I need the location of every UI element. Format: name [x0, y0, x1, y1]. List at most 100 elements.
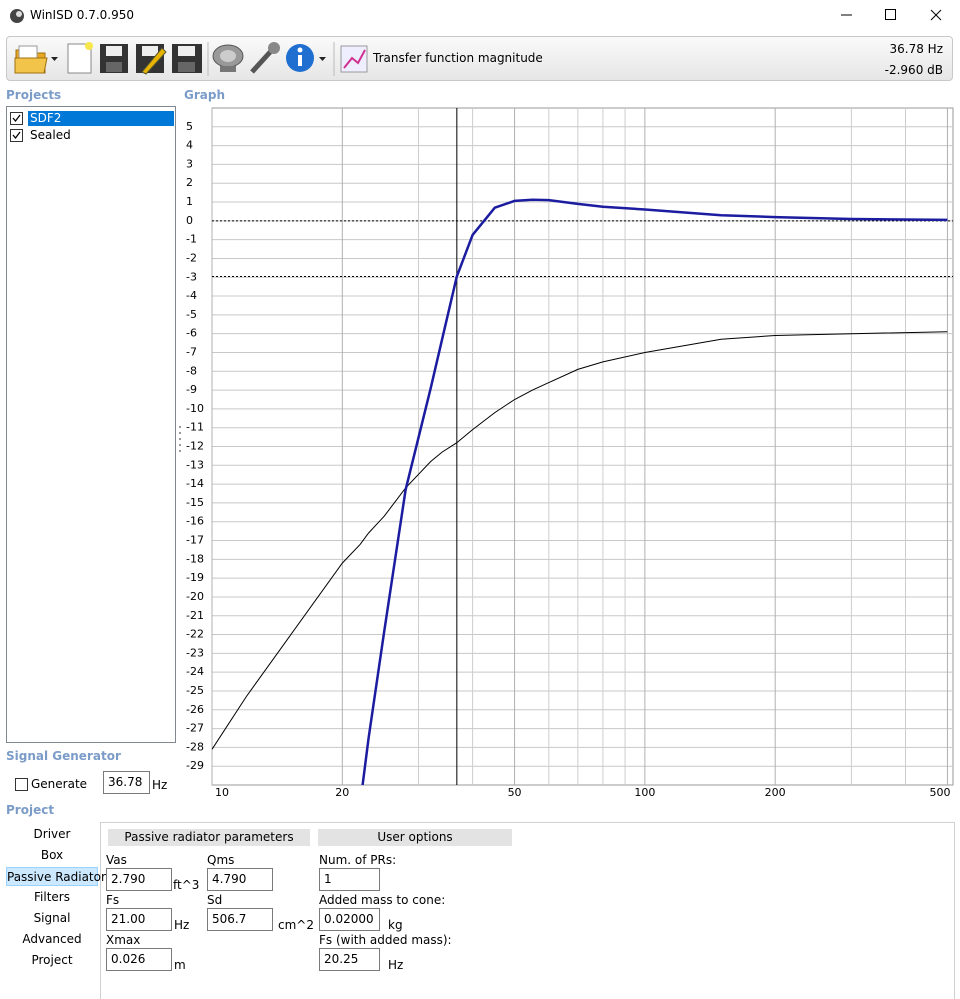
- x-tick-label: 50: [508, 786, 522, 799]
- y-tick-label: -6: [186, 327, 197, 340]
- toolbar-icons: [14, 42, 368, 76]
- field-label: Vas: [106, 853, 127, 867]
- series-line: [361, 198, 948, 785]
- project-panel: [100, 822, 955, 999]
- y-tick-label: -8: [186, 364, 197, 377]
- y-tick-label: -25: [186, 684, 204, 697]
- frequency-unit: Hz: [152, 778, 168, 792]
- field-input[interactable]: 20.25: [319, 948, 380, 971]
- y-tick-label: -22: [186, 628, 204, 641]
- y-tick-label: -19: [186, 571, 204, 584]
- nav-item[interactable]: Filters: [34, 890, 70, 904]
- y-tick-label: -9: [186, 383, 197, 396]
- field-input[interactable]: 2.790: [106, 868, 172, 891]
- project-item[interactable]: Sealed: [30, 128, 71, 142]
- cursor-frequency: 36.78 Hz: [889, 42, 944, 56]
- series-line: [212, 331, 948, 750]
- x-tick-label: 20: [335, 786, 349, 799]
- field-label: Num. of PRs:: [319, 853, 397, 867]
- field-input[interactable]: 0.026: [106, 948, 172, 971]
- y-tick-label: -18: [186, 552, 204, 565]
- y-tick-label: -29: [186, 759, 204, 772]
- project-checkbox[interactable]: [10, 129, 23, 142]
- y-tick-label: -21: [186, 609, 204, 622]
- field-unit: Hz: [388, 958, 404, 972]
- field-input[interactable]: 1: [319, 868, 380, 891]
- nav-item[interactable]: Project: [31, 953, 73, 967]
- field-input[interactable]: 21.00: [106, 908, 172, 931]
- y-tick-label: -27: [186, 722, 204, 735]
- project-item-selected[interactable]: SDF2: [28, 111, 174, 126]
- y-tick-label: -7: [186, 345, 197, 358]
- field-unit: kg: [388, 918, 403, 932]
- user-header: User options: [318, 829, 512, 846]
- new-button[interactable]: [67, 42, 93, 74]
- field-unit: ft^3: [173, 878, 200, 892]
- generate-label[interactable]: Generate: [31, 777, 88, 791]
- nav-item-selected[interactable]: Passive Radiator: [6, 867, 106, 886]
- splitter-grip: [179, 426, 181, 452]
- y-tick-label: -5: [186, 308, 197, 321]
- window-controls[interactable]: [830, 0, 960, 30]
- app-icon: [10, 9, 24, 23]
- generate-checkbox[interactable]: [15, 778, 28, 791]
- info-dropdown[interactable]: [319, 57, 326, 61]
- field-unit: cm^2: [278, 918, 314, 932]
- maximize[interactable]: [885, 9, 896, 20]
- y-tick-label: -3: [186, 270, 197, 283]
- graph-type-button[interactable]: [340, 45, 368, 73]
- y-tick-label: -10: [186, 402, 204, 415]
- x-tick-label: 100: [634, 786, 655, 799]
- y-tick-label: 1: [186, 195, 193, 208]
- y-tick-label: -13: [186, 458, 204, 471]
- y-tick-label: -26: [186, 703, 204, 716]
- save-all-button[interactable]: [172, 44, 202, 73]
- open-dropdown[interactable]: [51, 57, 58, 61]
- field-label: Qms: [207, 853, 235, 867]
- y-tick-label: -1: [186, 233, 197, 246]
- frequency-input[interactable]: 36.78: [103, 771, 150, 794]
- field-label: Xmax: [106, 933, 141, 947]
- y-tick-label: -11: [186, 421, 204, 434]
- y-tick-label: -24: [186, 665, 204, 678]
- project-checkbox[interactable]: [10, 112, 23, 125]
- close[interactable]: [930, 9, 942, 21]
- open-button[interactable]: [14, 45, 48, 74]
- y-tick-label: -15: [186, 496, 204, 509]
- tools-button[interactable]: [250, 42, 280, 74]
- driver-button[interactable]: [212, 44, 244, 72]
- field-input[interactable]: 0.02000: [319, 908, 380, 931]
- nav-item[interactable]: Advanced: [22, 932, 82, 946]
- y-tick-label: 0: [186, 214, 193, 227]
- field-input[interactable]: 506.7: [207, 908, 273, 931]
- y-tick-label: 5: [186, 120, 193, 133]
- y-tick-label: -16: [186, 515, 204, 528]
- y-tick-label: -14: [186, 477, 204, 490]
- field-label: Added mass to cone:: [319, 893, 446, 907]
- window-title: WinISD 0.7.0.950: [30, 8, 135, 22]
- nav-item[interactable]: Box: [40, 848, 64, 862]
- y-tick-label: -4: [186, 289, 197, 302]
- x-tick-label: 10: [215, 786, 229, 799]
- field-label: Fs: [106, 893, 120, 907]
- x-tick-label: 200: [765, 786, 786, 799]
- field-unit: m: [174, 958, 186, 972]
- y-tick-label: -12: [186, 440, 204, 453]
- nav-item[interactable]: Driver: [33, 827, 71, 841]
- y-tick-label: -23: [186, 646, 204, 659]
- save-button[interactable]: [100, 44, 128, 73]
- y-tick-label: 2: [186, 176, 193, 189]
- projects-list: [6, 106, 176, 743]
- y-tick-label: -28: [186, 740, 204, 753]
- signal-generator-title: Signal Generator: [6, 749, 121, 763]
- y-tick-label: 4: [186, 139, 193, 152]
- projects-title: Projects: [6, 88, 62, 102]
- field-input[interactable]: 4.790: [207, 868, 273, 891]
- graph-type-label[interactable]: Transfer function magnitude: [373, 51, 543, 65]
- graph-title: Graph: [184, 88, 225, 102]
- info-button[interactable]: [286, 44, 314, 72]
- pr-header: Passive radiator parameters: [108, 829, 310, 846]
- nav-item[interactable]: Signal: [33, 911, 71, 925]
- save-as-button[interactable]: [136, 44, 167, 75]
